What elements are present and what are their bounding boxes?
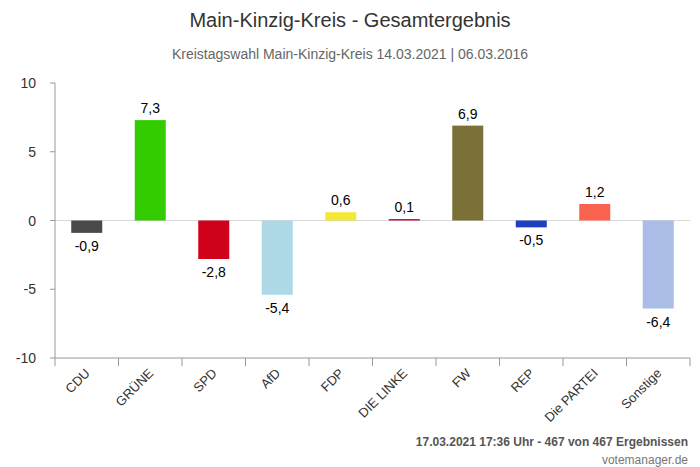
- x-tick: [309, 358, 310, 366]
- x-tick: [118, 358, 119, 366]
- x-tick-label: DIE LINKE: [355, 365, 410, 420]
- source: votemanager.de: [602, 453, 688, 467]
- x-tick: [499, 358, 500, 366]
- y-tick-label: 5: [28, 144, 36, 160]
- bar: [389, 219, 420, 220]
- title: Main-Kinzig-Kreis - Gesamtergebnis: [189, 9, 510, 31]
- x-tick-label: SPD: [190, 366, 220, 396]
- data-label: 6,9: [458, 106, 478, 122]
- y-tick: [50, 220, 55, 221]
- x-tick-label: Die PARTEI: [542, 366, 601, 425]
- x-tick: [626, 358, 627, 366]
- y-tick: [50, 289, 55, 290]
- data-label: 0,6: [331, 192, 351, 208]
- x-tick: [245, 358, 246, 366]
- bar: [643, 221, 674, 309]
- chart-svg: Main-Kinzig-Kreis - Gesamtergebnis Kreist…: [0, 0, 700, 467]
- bar: [325, 212, 356, 220]
- data-label: 1,2: [585, 184, 605, 200]
- x-tick-label: GRÜNE: [113, 365, 157, 409]
- x-tick-label: Sonstige: [618, 366, 664, 412]
- subtitle: Kreistagswahl Main-Kinzig-Kreis 14.03.20…: [172, 46, 528, 62]
- y-tick-label: -5: [24, 281, 37, 297]
- x-tick-label: AfD: [257, 366, 283, 392]
- y-tick: [50, 358, 55, 359]
- data-label: -2,8: [202, 264, 226, 280]
- bar: [452, 126, 483, 221]
- x-tick: [372, 358, 373, 366]
- data-label: 7,3: [141, 100, 161, 116]
- x-tick-label: FDP: [318, 366, 347, 395]
- y-tick-label: 10: [20, 75, 36, 91]
- y-tick-label: 0: [28, 213, 36, 229]
- x-tick: [182, 358, 183, 366]
- x-tick-label: CDU: [62, 366, 93, 397]
- bar: [262, 221, 293, 295]
- data-label: -0,9: [75, 238, 99, 254]
- y-tick: [50, 83, 55, 84]
- y-axis: [55, 83, 56, 358]
- y-tick: [50, 151, 55, 152]
- y-tick-label: -10: [16, 350, 36, 366]
- bar: [579, 204, 610, 221]
- x-tick-label: REP: [508, 366, 538, 396]
- data-label: -5,4: [265, 300, 289, 316]
- x-tick-label: FW: [449, 365, 474, 390]
- x-tick: [436, 358, 437, 366]
- x-tick: [690, 358, 691, 366]
- data-label: -6,4: [646, 314, 670, 330]
- data-label: -0,5: [519, 232, 543, 248]
- bar: [516, 221, 547, 228]
- bar: [71, 221, 102, 233]
- bars: [71, 120, 674, 308]
- chart-container: Main-Kinzig-Kreis - Gesamtergebnis Kreist…: [0, 0, 700, 467]
- data-label: 0,1: [395, 199, 415, 215]
- x-tick: [55, 358, 56, 366]
- bar: [198, 221, 229, 260]
- bar: [135, 120, 166, 220]
- x-tick: [563, 358, 564, 366]
- footer: 17.03.2021 17:36 Uhr - 467 von 467 Ergeb…: [416, 435, 688, 449]
